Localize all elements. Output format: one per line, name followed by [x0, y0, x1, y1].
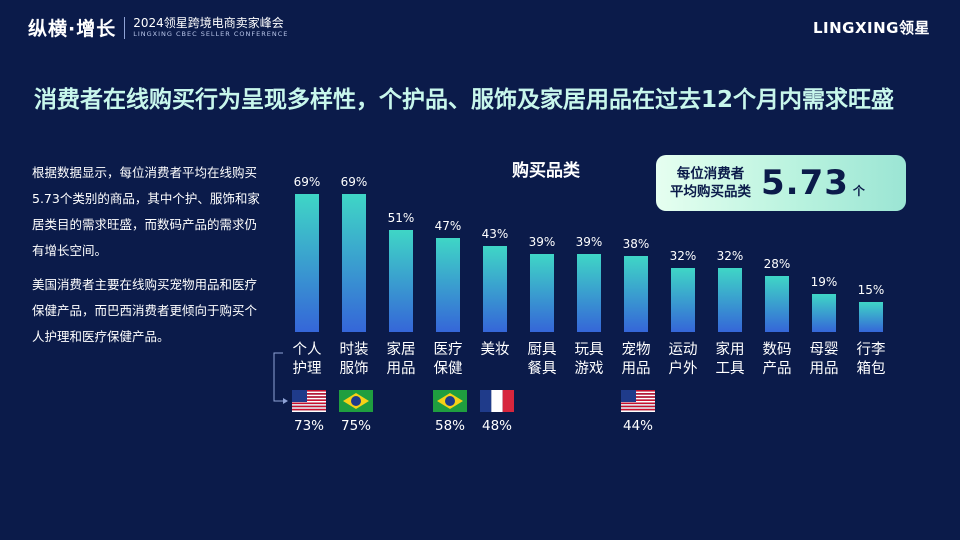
data-label: 69% [294, 175, 321, 189]
category-label: 数码 [763, 341, 792, 358]
slide-headline: 消费者在线购买行为呈现多样性，个护品、服饰及家居用品在过去12个月内需求旺盛 [34, 87, 895, 113]
data-label: 15% [858, 283, 885, 297]
category-label: 医疗 [434, 341, 463, 358]
us-flag-icon [621, 390, 655, 412]
company-logo: LINGXING领星 [812, 19, 930, 37]
data-label: 32% [670, 249, 697, 263]
category-label: 用品 [810, 360, 839, 377]
category-label: 时装 [340, 341, 369, 358]
data-label: 39% [529, 235, 556, 249]
bar [812, 294, 836, 332]
category-label: 母婴 [810, 342, 839, 358]
event-logo-text: 纵横·增长 [28, 18, 117, 40]
data-label: 69% [341, 175, 368, 189]
brazil-flag-icon [339, 390, 373, 412]
category-label: 保健 [434, 360, 463, 377]
chart-title: 购买品类 [512, 161, 580, 181]
stat-unit: 个 [852, 183, 865, 198]
bar [671, 268, 695, 332]
category-label: 玩具 [575, 342, 604, 358]
bar [342, 194, 366, 332]
event-name-en: LINGXING CBEC SELLER CONFERENCE [133, 30, 289, 38]
country-percent-label: 73% [294, 418, 324, 434]
category-label: 餐具 [528, 360, 557, 377]
category-label: 产品 [763, 360, 792, 377]
body-paragraph-1: 根据数据显示，每位消费者平均在线购买5.73个类别的商品，其中个护、服饰和家居类… [32, 165, 260, 258]
country-percent-label: 44% [623, 418, 653, 434]
body-paragraph-2: 美国消费者主要在线购买宠物用品和医疗保健产品，而巴西消费者更倾向于购买个人护理和… [32, 277, 258, 344]
event-name: 2024领星跨境电商卖家峰会 LINGXING CBEC SELLER CONF… [133, 16, 288, 39]
data-label: 38% [623, 237, 650, 251]
brazil-flag-icon [433, 390, 467, 412]
bar [718, 268, 742, 332]
annotation-connector [273, 352, 285, 402]
stat-label-line2: 平均购买品类 [670, 184, 751, 200]
bar [624, 256, 648, 332]
category-label: 用品 [622, 360, 651, 377]
data-label: 47% [435, 219, 462, 233]
bar [389, 230, 413, 332]
category-label: 游戏 [575, 360, 604, 377]
category-label: 户外 [669, 360, 698, 377]
bar [577, 254, 601, 332]
event-name-cn: 2024领星跨境电商卖家峰会 [133, 16, 284, 30]
stat-box: 每位消费者 平均购买品类 5.73 个 [656, 155, 906, 211]
category-label: 家居 [387, 341, 416, 358]
country-percent-label: 58% [435, 418, 465, 434]
category-label: 美妆 [481, 341, 510, 358]
bar [436, 238, 460, 332]
body-text: 根据数据显示，每位消费者平均在线购买5.73个类别的商品，其中个护、服饰和家居类… [32, 160, 264, 358]
stat-label-line1: 每位消费者 [676, 166, 745, 182]
category-label: 行李 [857, 341, 886, 358]
event-brand: 纵横·增长 2024领星跨境电商卖家峰会 LINGXING CBEC SELLE… [28, 14, 288, 41]
category-label: 工具 [716, 361, 745, 377]
bar [295, 194, 319, 332]
category-label: 宠物 [622, 341, 651, 358]
category-label: 用品 [387, 360, 416, 377]
category-label: 厨具 [528, 342, 557, 358]
stat-value: 5.73 [761, 163, 849, 203]
france-flag-icon [480, 390, 514, 412]
country-percent-label: 75% [341, 418, 371, 434]
connector-arrow [283, 398, 288, 404]
bar [530, 254, 554, 332]
category-label: 运动 [669, 341, 698, 358]
us-flag-icon [292, 390, 326, 412]
bar [859, 302, 883, 332]
category-label: 个人 [293, 341, 322, 358]
data-label: 43% [482, 227, 509, 241]
category-label: 护理 [293, 360, 322, 377]
bar [765, 276, 789, 332]
category-label: 家用 [716, 341, 745, 358]
category-label: 箱包 [857, 360, 886, 377]
stat-label: 每位消费者 平均购买品类 [670, 165, 751, 201]
data-label: 32% [717, 249, 744, 263]
data-label: 19% [811, 275, 838, 289]
category-label: 服饰 [340, 360, 369, 377]
bar [483, 246, 507, 332]
brand-divider [124, 16, 126, 39]
data-label: 28% [764, 257, 791, 271]
data-label: 51% [388, 211, 415, 225]
country-percent-label: 48% [482, 418, 512, 434]
data-label: 39% [576, 235, 603, 249]
